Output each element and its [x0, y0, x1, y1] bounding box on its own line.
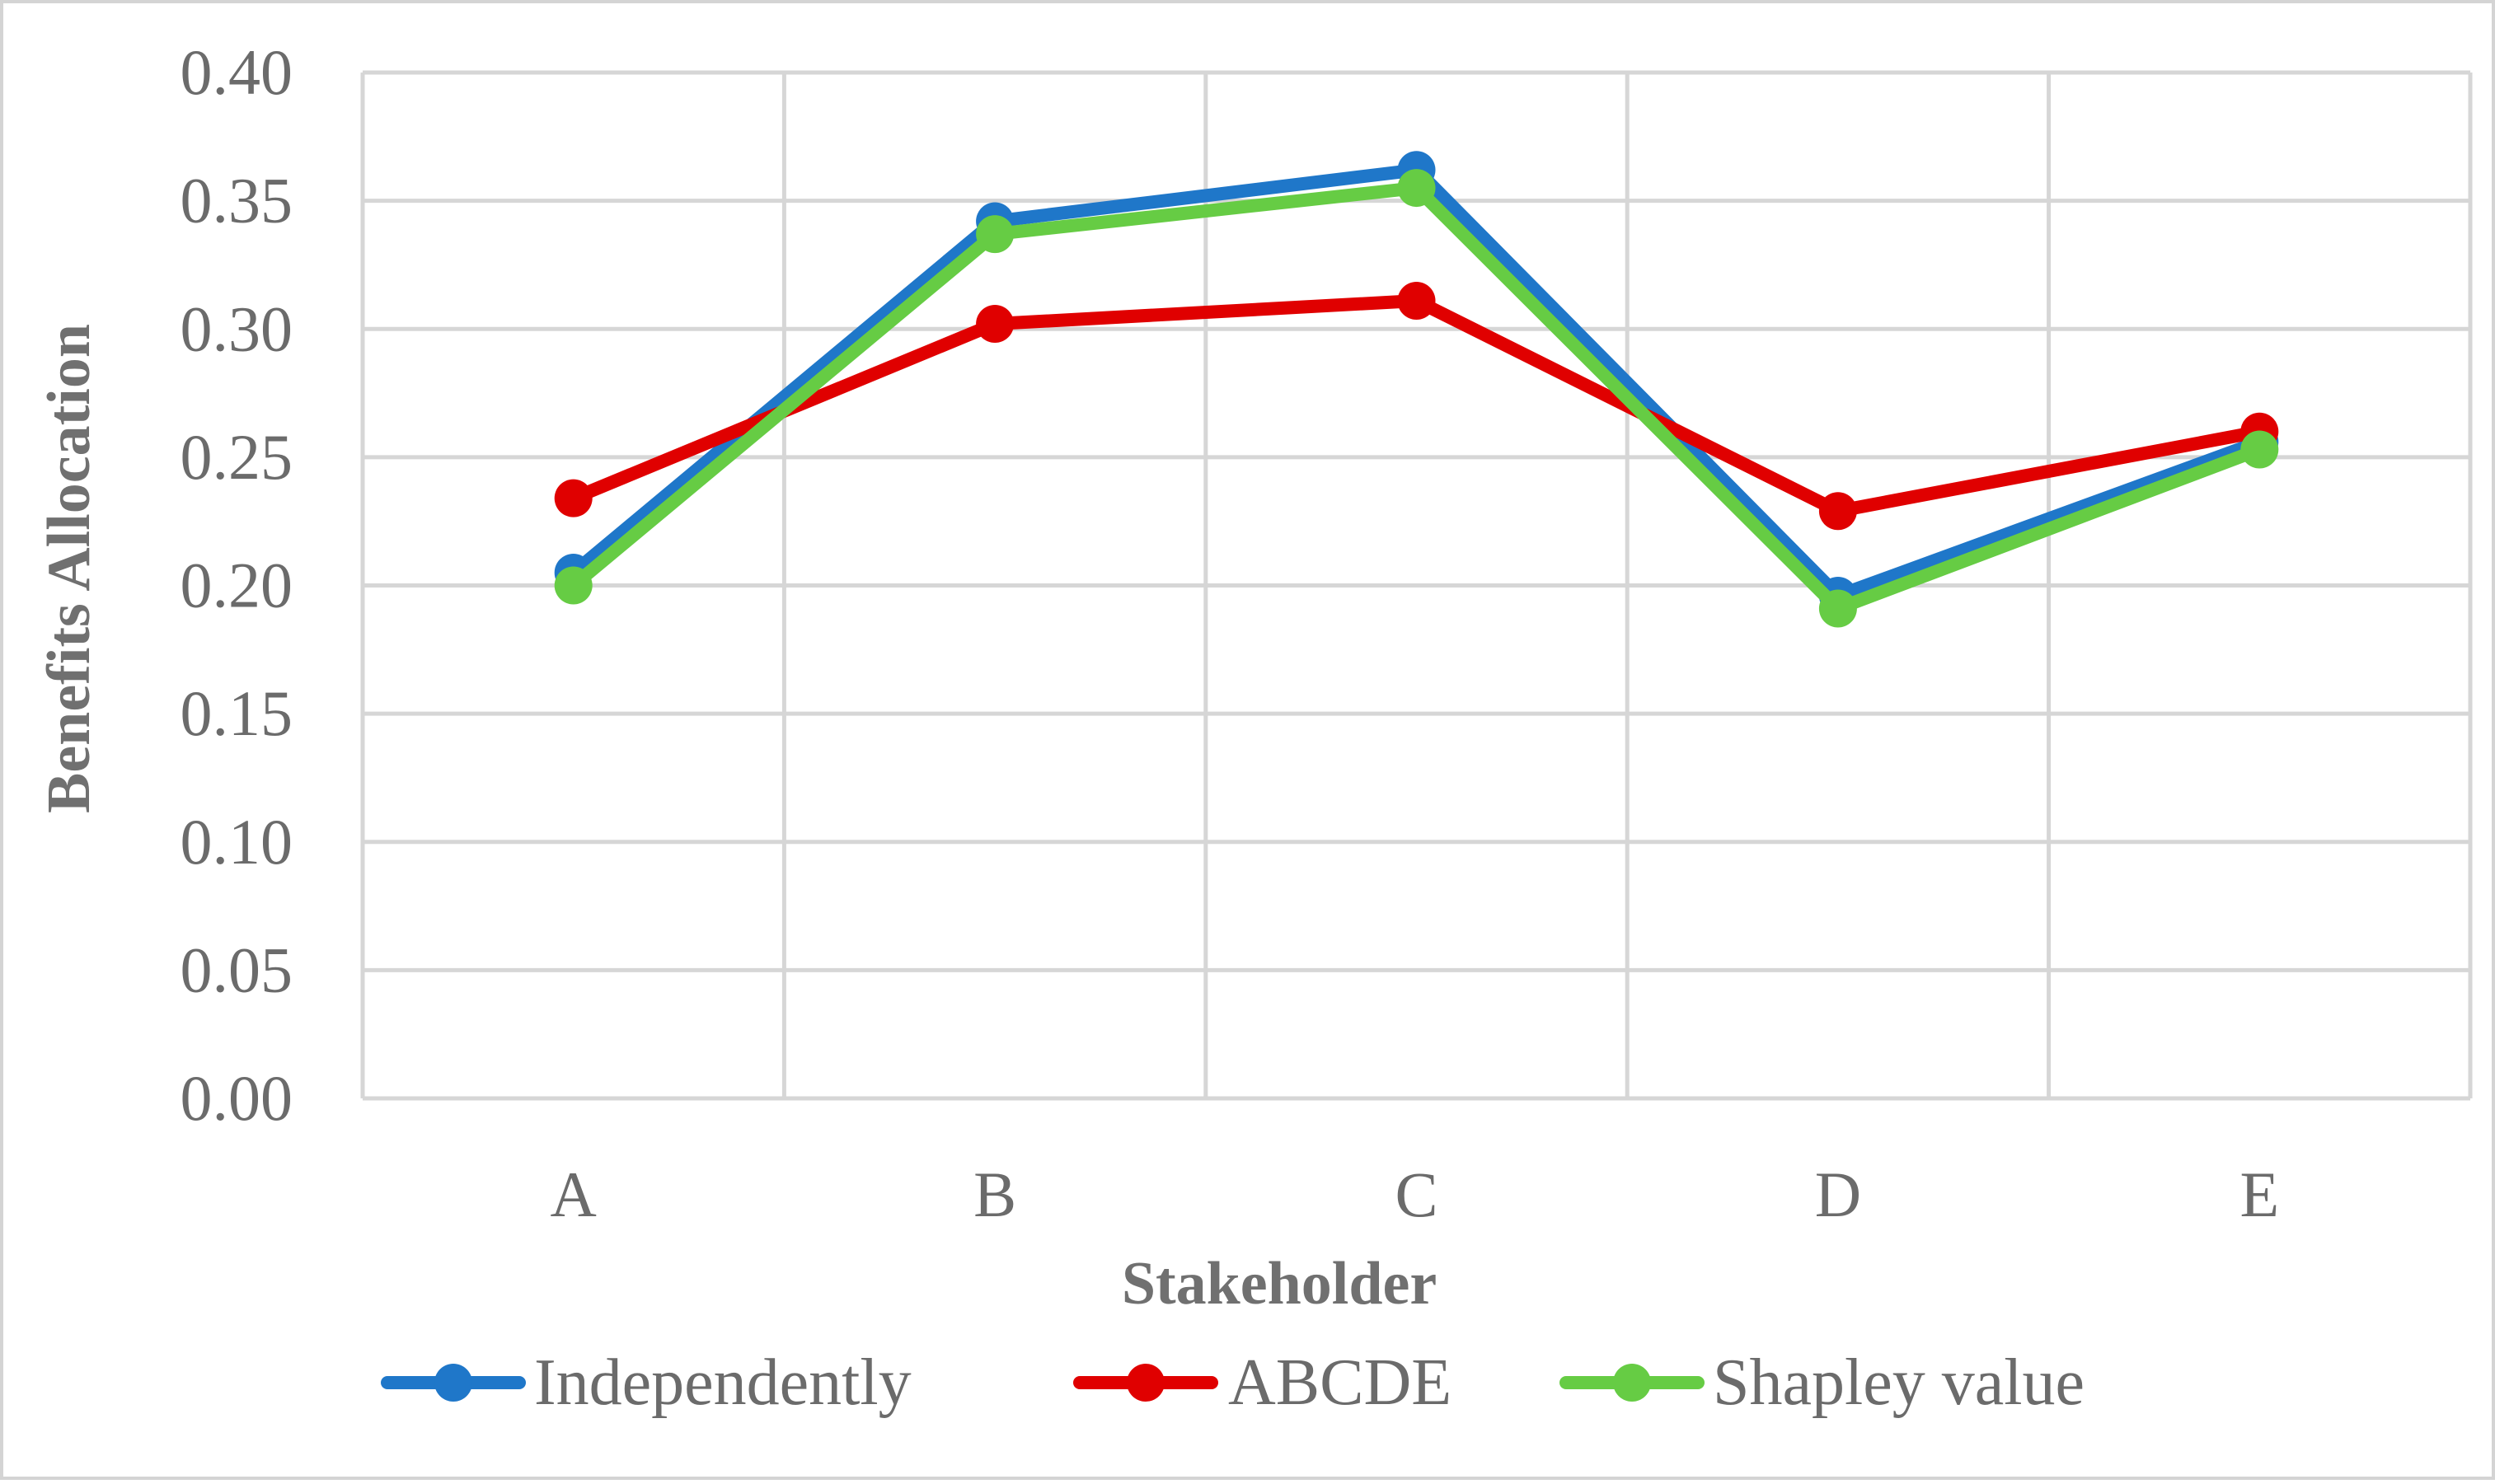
y-tick-label: 0.30 [181, 293, 293, 364]
y-tick-label: 0.40 [181, 36, 293, 108]
data-point [1818, 589, 1857, 628]
x-tick-label: C [1395, 1159, 1437, 1230]
y-tick-label: 0.35 [181, 165, 293, 236]
y-tick-label: 0.10 [181, 806, 293, 878]
series [554, 151, 2279, 628]
series-shapley-value [554, 169, 2279, 628]
legend-entry: ABCDE [1073, 1346, 1452, 1419]
data-point [976, 305, 1015, 344]
legend-swatch-marker [434, 1364, 472, 1402]
data-point [554, 479, 593, 517]
legend-swatch-marker [1127, 1364, 1165, 1402]
data-point [976, 215, 1015, 254]
data-point [1397, 282, 1436, 321]
legend-swatch-marker [1613, 1364, 1651, 1402]
x-tick-label: E [2239, 1159, 2279, 1230]
x-tick-label: D [1815, 1159, 1861, 1230]
data-point [554, 566, 593, 605]
legend-entry: Independently [381, 1346, 912, 1419]
legend-entry: Shapley value [1559, 1346, 2085, 1419]
legend-label: Independently [534, 1346, 912, 1419]
legend-label: Shapley value [1713, 1346, 2085, 1419]
data-point [1397, 169, 1436, 208]
data-point [2240, 430, 2279, 469]
y-tick-label: 0.00 [181, 1062, 293, 1134]
y-axis-ticks: 0.00 0.05 0.10 0.15 0.20 0.25 0.30 0.35 0.40 [181, 36, 293, 1134]
x-tick-label: A [551, 1159, 597, 1230]
y-axis-title: Benefits Allocation [35, 324, 103, 813]
data-point [1818, 492, 1857, 531]
y-tick-label: 0.25 [181, 421, 293, 493]
series-abcde [554, 282, 2279, 531]
legend: Independently ABCDE Shapley value [381, 1346, 2085, 1419]
legend-label: ABCDE [1228, 1346, 1452, 1419]
y-tick-label: 0.15 [181, 677, 293, 749]
x-axis-title: Stakeholder [1122, 1250, 1437, 1318]
y-tick-label: 0.05 [181, 934, 293, 1005]
x-axis-ticks: A B C D E [551, 1159, 2280, 1230]
y-tick-label: 0.20 [181, 550, 293, 621]
x-tick-label: B [973, 1159, 1016, 1230]
